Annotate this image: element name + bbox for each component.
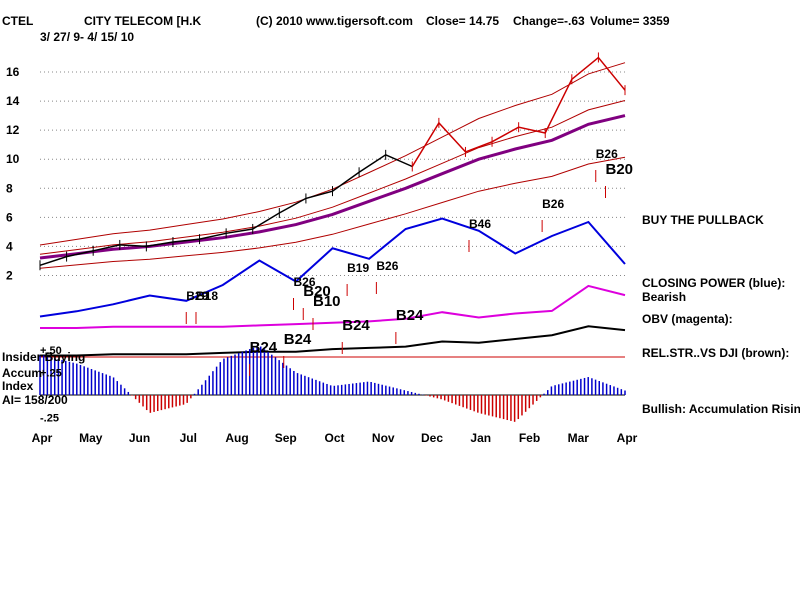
y-tick-8: 8 [6, 181, 13, 195]
price-line-early [39, 153, 413, 267]
inner-band [39, 100, 626, 255]
month-label-11: Mar [568, 431, 590, 445]
date-range: 3/ 27/ 9- 4/ 15/ 10 [40, 30, 135, 44]
buy-pullback-label: BUY THE PULLBACK [642, 213, 764, 227]
month-label-10: Feb [519, 431, 540, 445]
volume-value: Volume= 3359 [590, 14, 670, 28]
month-label-2: Jun [129, 431, 150, 445]
signal-8: B24 [396, 307, 424, 324]
signal-2: B26 [294, 275, 316, 289]
close-value: Close= 14.75 [426, 14, 500, 28]
month-label-9: Jan [470, 431, 491, 445]
signal-12: B26 [542, 197, 564, 211]
acc-tick-2: -.25 [40, 413, 59, 425]
acc-tick-0: +.50 [40, 345, 62, 357]
signal-4: B10 [313, 293, 341, 310]
y-tick-16: 16 [6, 65, 20, 79]
month-label-5: Sep [275, 431, 297, 445]
change-value: Change=-.63 [513, 14, 585, 28]
insider-buying-label: Insider Buying [2, 350, 86, 364]
price-line-late [411, 56, 626, 167]
signal-5: B19 [347, 261, 369, 275]
lower-band [39, 156, 626, 269]
rel-str-line [40, 325, 626, 357]
signal-1: B18 [196, 289, 218, 303]
y-tick-4: 4 [6, 239, 13, 253]
acc-tick-1: +.25 [40, 368, 62, 380]
month-label-12: Apr [617, 431, 638, 445]
bullish-label: Bullish: Accumulation Rising [642, 402, 800, 416]
obv-label: OBV (magenta): [642, 312, 733, 326]
month-label-7: Nov [372, 431, 395, 445]
month-label-1: May [79, 431, 103, 445]
accum-label: Accum [2, 366, 43, 380]
copyright-text: (C) 2010 www.tigersoft.com [256, 14, 413, 28]
signal-3: B20 [303, 283, 331, 300]
signal-14: B20 [606, 161, 634, 178]
month-label-8: Dec [421, 431, 443, 445]
y-tick-12: 12 [6, 123, 20, 137]
month-label-0: Apr [32, 431, 53, 445]
y-tick-10: 10 [6, 152, 20, 166]
closing-power-label: CLOSING POWER (blue): [642, 276, 786, 290]
signal-6: B26 [376, 259, 398, 273]
rel-str-label: REL.STR..VS DJI (brown): [642, 346, 790, 360]
ai-score-label: AI= 158/200 [2, 393, 68, 407]
month-label-4: Aug [225, 431, 248, 445]
moving-average [39, 114, 626, 260]
y-tick-14: 14 [6, 94, 20, 108]
company-name: CITY TELECOM [H.K [84, 14, 202, 28]
month-label-3: Jul [180, 431, 197, 445]
ticker-label: CTEL [2, 14, 34, 28]
bearish-label: Bearish [642, 290, 687, 304]
month-label-6: Oct [324, 431, 344, 445]
obv-line [40, 284, 626, 329]
signal-11: B46 [469, 217, 491, 231]
signal-13: B26 [596, 147, 618, 161]
y-tick-6: 6 [6, 210, 13, 224]
closing-power-line [39, 217, 626, 318]
y-tick-2: 2 [6, 268, 13, 282]
signal-0: B29 [186, 289, 208, 303]
signal-10: B24 [284, 331, 312, 348]
signal-7: B24 [342, 317, 370, 334]
index-label: Index [2, 379, 34, 393]
signal-9: B24 [250, 339, 278, 356]
